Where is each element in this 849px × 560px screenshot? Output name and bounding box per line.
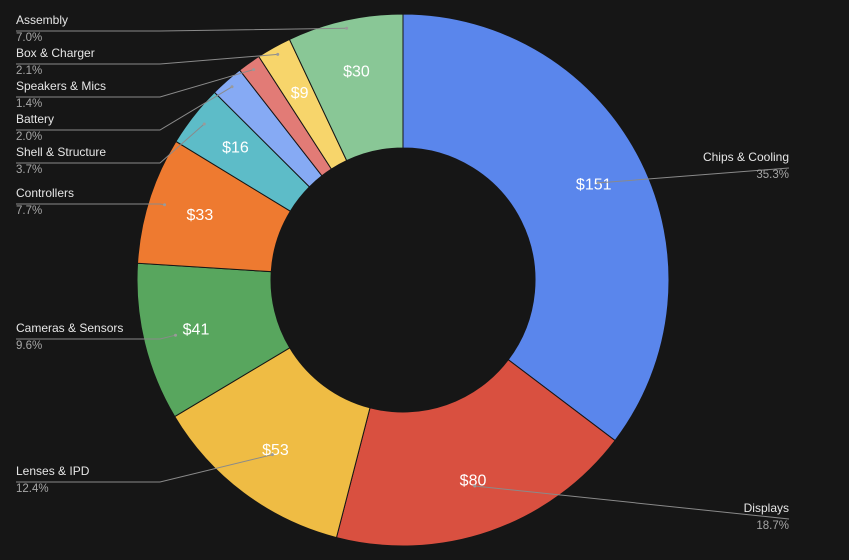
percent-label: 12.4%: [16, 483, 49, 495]
leader-dot: [230, 85, 234, 89]
percent-label: 35.3%: [756, 169, 789, 181]
slice-value-label: $16: [222, 140, 249, 157]
category-label: Speakers & Mics: [16, 79, 106, 93]
leader-dot: [473, 484, 477, 488]
leader-line: [16, 203, 165, 206]
category-label: Lenses & IPD: [16, 464, 90, 478]
category-label: Assembly: [16, 13, 68, 27]
leader-line: [16, 334, 176, 340]
category-label: Chips & Cooling: [703, 150, 789, 164]
leader-dot: [596, 181, 600, 185]
slice-value-label: $41: [183, 321, 210, 338]
slice-assembly: [288, 13, 404, 162]
slice-value-label: $53: [262, 442, 289, 459]
slice-value-label: $9: [291, 85, 309, 102]
percent-label: 2.1%: [16, 65, 42, 77]
leader-dot: [202, 122, 206, 126]
leader-line: [16, 27, 347, 32]
slice-chips-and-cooling: [402, 13, 670, 442]
percent-label: 7.0%: [16, 32, 42, 44]
slice-lenses-and-ipd: [174, 347, 371, 539]
category-label: Controllers: [16, 186, 74, 200]
category-label: Cameras & Sensors: [16, 321, 123, 335]
leader-dot: [163, 203, 167, 207]
slice-displays: [335, 358, 616, 547]
percent-label: 7.7%: [16, 205, 42, 217]
leader-line: [16, 69, 254, 98]
percent-label: 9.6%: [16, 340, 42, 352]
percent-label: 18.7%: [756, 520, 789, 532]
leader-line: [16, 86, 233, 131]
percent-label: 1.4%: [16, 98, 42, 110]
slices-group: [136, 13, 670, 547]
slice-value-label: $33: [187, 207, 214, 224]
leader-line: [16, 53, 278, 65]
leader-dot: [345, 26, 349, 30]
slice-value-label: $151: [576, 176, 612, 193]
leader-dot: [270, 453, 274, 457]
percent-label: 3.7%: [16, 164, 42, 176]
leader-line: [474, 485, 790, 520]
leader-line: [598, 167, 790, 184]
slice-value-label: $30: [343, 63, 370, 80]
leader-dot: [252, 68, 256, 72]
leader-dot: [276, 52, 280, 56]
category-label: Displays: [744, 501, 789, 515]
leader-line: [16, 454, 273, 483]
slice-value-label: $80: [460, 472, 487, 489]
leader-line: [16, 123, 205, 164]
category-label: Box & Charger: [16, 46, 95, 60]
labels-group: $151 Chips & Cooling 35.3% $80 Displays 18.7%…: [16, 13, 790, 532]
category-label: Shell & Structure: [16, 145, 106, 159]
leader-dot: [174, 333, 178, 337]
category-label: Battery: [16, 112, 54, 126]
percent-label: 2.0%: [16, 131, 42, 143]
